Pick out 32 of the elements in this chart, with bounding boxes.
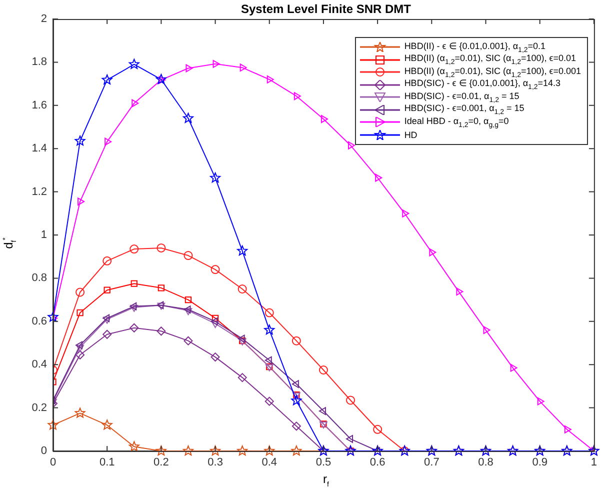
y-tick-label: 0: [40, 445, 47, 458]
x-tick-label: 0.6: [370, 456, 386, 469]
x-tick-label: 1: [590, 456, 598, 469]
legend-label: HBD(SIC) - ϵ=0.01, α$_{1,2}$ = 15: [404, 90, 520, 104]
x-tick-label: 0.5: [316, 456, 332, 469]
legend-label: HD: [404, 130, 418, 140]
legend-label: HBD(II) - ϵ ∈ {0.01,0.001}, α$_{1,2}$=0.1: [404, 40, 546, 54]
x-tick-label: 0.1: [99, 456, 115, 469]
legend-label: HBD(SIC) - ϵ ∈ {0.01,0.001}, α$_{1,2}$=14.3: [404, 78, 561, 92]
x-tick-label: 0: [50, 456, 56, 469]
x-axis-title: r$_{f}$: [322, 472, 330, 488]
x-tick-label: 0.2: [154, 456, 169, 469]
y-tick-label: 1.4: [32, 142, 47, 155]
legend-label: HBD(SIC) - ϵ=0.001, α$_{1,2}$ = 15: [404, 103, 524, 116]
y-tick-label: 1.8: [32, 56, 47, 68]
x-tick-label: 0.8: [478, 456, 494, 469]
x-tick-label: 0.3: [208, 456, 223, 469]
y-tick-label: 0.8: [32, 272, 47, 284]
legend-label: HBD(II) (α$_{1,2}$=0.01), SIC (α$_{1,2}$=100), ϵ=0.01: [404, 53, 576, 66]
y-tick-label: 2: [40, 13, 47, 26]
y-tick-label: 0.2: [32, 402, 47, 414]
x-tick-label: 0.4: [262, 456, 278, 469]
y-tick-label: 1.6: [32, 99, 47, 112]
x-tick-label: 0.9: [532, 456, 548, 469]
x-tick-label: 0.7: [424, 456, 440, 469]
y-tick-label: 0.6: [32, 315, 47, 328]
y-tick-label: 1: [40, 229, 47, 242]
y-tick-label: 1.2: [32, 186, 47, 198]
chart-title: System Level Finite SNR DMT: [240, 2, 412, 16]
legend-label: Ideal HBD - α$_{1,2}$=0, α$_{g,g}$=0: [404, 116, 509, 129]
legend-label: HBD(II) (α$_{1,2}$=0.01), SIC (α$_{1,2}$=100), ϵ=0.001: [404, 66, 581, 79]
y-tick-label: 0.4: [32, 358, 47, 371]
